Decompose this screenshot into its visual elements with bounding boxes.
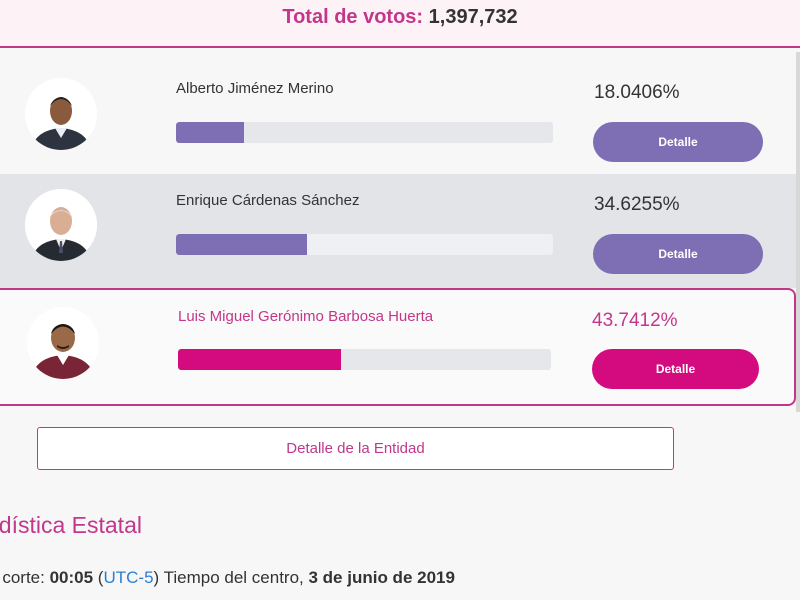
vote-bar-fill bbox=[176, 234, 307, 255]
cut-date: 3 de junio de 2019 bbox=[308, 568, 455, 587]
vote-bar-track bbox=[178, 349, 551, 370]
entity-detail-button[interactable]: Detalle de la Entidad bbox=[37, 427, 674, 470]
total-votes-label: Total de votos: bbox=[282, 6, 424, 28]
cut-prefix: mo corte: bbox=[0, 568, 45, 587]
person-icon bbox=[25, 78, 97, 150]
total-votes-banner: Total de votos: 1,397,732 bbox=[0, 0, 800, 48]
person-icon bbox=[27, 307, 99, 379]
candidate-row-leading: Luis Miguel Gerónimo Barbosa Huerta 43.7… bbox=[0, 288, 796, 406]
candidate-detail-button[interactable]: Detalle bbox=[592, 349, 759, 389]
candidate-name: Alberto Jiménez Merino bbox=[176, 80, 334, 97]
vote-bar-track bbox=[176, 234, 553, 255]
total-votes: Total de votos: 1,397,732 bbox=[0, 6, 800, 29]
cut-open: ( bbox=[93, 568, 104, 587]
vote-bar-fill bbox=[176, 122, 244, 143]
candidate-row: Alberto Jiménez Merino 18.0406% Detalle bbox=[0, 52, 796, 170]
candidate-row: Enrique Cárdenas Sánchez 34.6255% Detall… bbox=[0, 174, 796, 288]
candidate-percentage: 43.7412% bbox=[592, 310, 678, 331]
candidate-name: Enrique Cárdenas Sánchez bbox=[176, 192, 360, 209]
candidate-percentage: 18.0406% bbox=[594, 82, 680, 103]
candidate-percentage: 34.6255% bbox=[594, 194, 680, 215]
candidate-detail-button[interactable]: Detalle bbox=[593, 234, 763, 274]
candidate-avatar bbox=[27, 307, 99, 379]
scrollbar[interactable] bbox=[796, 52, 800, 412]
candidate-detail-button[interactable]: Detalle bbox=[593, 122, 763, 162]
cut-time: 00:05 bbox=[49, 568, 94, 587]
last-cut-info: mo corte: 00:05 (UTC-5) Tiempo del centr… bbox=[0, 568, 455, 588]
candidate-avatar bbox=[25, 78, 97, 150]
vote-bar-track bbox=[176, 122, 553, 143]
section-title: adística Estatal bbox=[0, 512, 142, 538]
cut-mid: ) Tiempo del centro, bbox=[153, 568, 309, 587]
timezone-link[interactable]: UTC-5 bbox=[103, 568, 154, 587]
vote-bar-fill bbox=[178, 349, 342, 370]
candidate-avatar bbox=[25, 189, 97, 261]
candidate-name: Luis Miguel Gerónimo Barbosa Huerta bbox=[178, 308, 434, 325]
person-icon bbox=[25, 189, 97, 261]
total-votes-value: 1,397,732 bbox=[428, 6, 518, 28]
